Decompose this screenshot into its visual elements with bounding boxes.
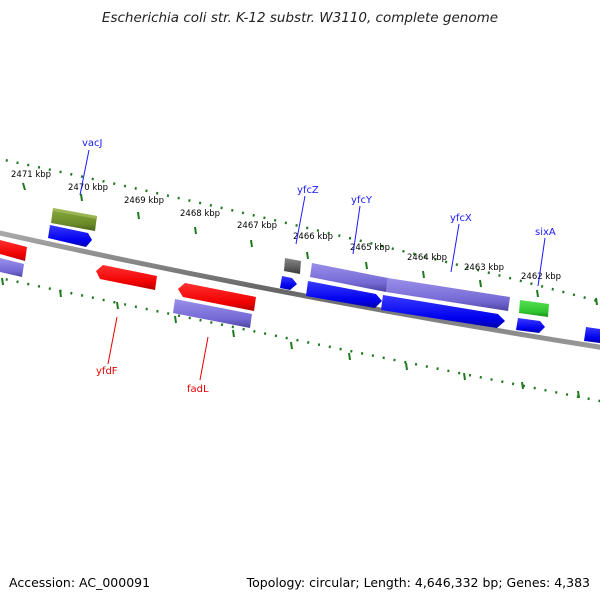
gene-sixA-arrow[interactable]	[516, 318, 545, 333]
gene-vacJ-upper[interactable]	[51, 208, 97, 231]
gene-right-edge-arrow[interactable]	[584, 327, 600, 343]
kbp-label: 2470 kbp	[68, 183, 108, 193]
kbp-label: 2471 kbp	[11, 170, 51, 180]
gene-yfcZ-gray[interactable]	[284, 258, 301, 274]
kbp-label: 2467 kbp	[237, 221, 277, 231]
gene-label-yfcZ: yfcZ	[297, 185, 319, 196]
kbp-label: 2463 kbp	[464, 263, 504, 273]
accession-text: Accession: AC_000091	[9, 575, 151, 590]
gene-labels: vacJ yfcZ yfcY yfcX sixA yfdF fadL	[82, 138, 556, 395]
kbp-label: 2464 kbp	[407, 253, 447, 263]
kbp-label: 2466 kbp	[293, 232, 333, 242]
gene-sixA-green[interactable]	[519, 300, 549, 317]
gene-yfcX-lav[interactable]	[386, 278, 510, 311]
gene-vacJ-arrow[interactable]	[48, 225, 92, 247]
gene-fadL-lav[interactable]	[173, 299, 252, 328]
gene-yfcY-arrow[interactable]	[306, 281, 382, 308]
gene-leader-lines	[79, 149, 546, 381]
outer-major-ticks	[22, 182, 598, 306]
gene-yfcY-lav[interactable]	[310, 263, 388, 292]
kbp-label: 2465 kbp	[350, 243, 390, 253]
gene-left-red-upper[interactable]	[0, 240, 27, 261]
gene-label-sixA: sixA	[535, 227, 556, 238]
kbp-scale-labels: 2471 kbp 2470 kbp 2469 kbp 2468 kbp 2467…	[11, 170, 561, 282]
gene-label-yfcX: yfcX	[450, 213, 472, 224]
gene-fadL-arrow[interactable]	[178, 283, 256, 311]
gene-label-vacJ: vacJ	[82, 138, 103, 149]
gene-label-yfcY: yfcY	[351, 195, 373, 206]
gene-left-lav-upper[interactable]	[0, 258, 24, 277]
gene-yfcX-arrow[interactable]	[381, 295, 505, 328]
kbp-label: 2462 kbp	[521, 272, 561, 282]
genome-summary-text: Topology: circular; Length: 4,646,332 bp…	[246, 575, 590, 590]
gene-yfcZ-arrow[interactable]	[280, 276, 297, 290]
kbp-label: 2469 kbp	[124, 196, 164, 206]
outer-tick-track	[0, 157, 600, 303]
inner-major-ticks	[1, 277, 580, 399]
gene-label-yfdF: yfdF	[96, 366, 118, 377]
chromosome-backbone	[0, 230, 600, 350]
map-title: Escherichia coli str. K-12 substr. W3110…	[101, 10, 499, 26]
gene-label-fadL: fadL	[187, 384, 209, 395]
kbp-label: 2468 kbp	[180, 209, 220, 219]
gene-yfdF-arrow[interactable]	[96, 265, 157, 290]
